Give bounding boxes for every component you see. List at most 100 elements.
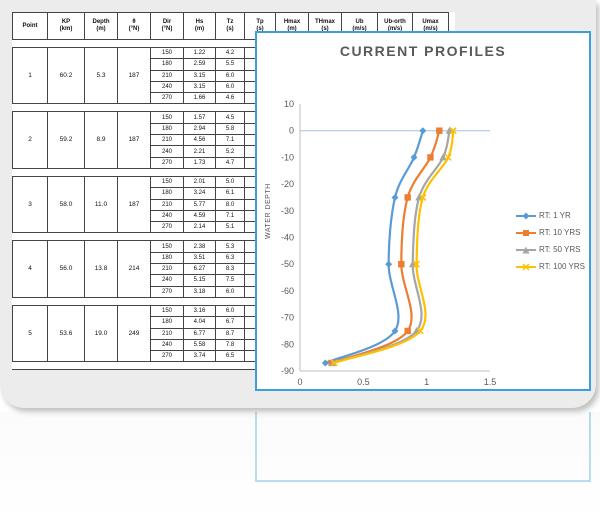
reflection-fade — [0, 412, 600, 519]
dir-cell: 240 — [150, 80, 184, 94]
dir-cell: 270 — [150, 92, 184, 105]
column-header-name: KP — [61, 19, 71, 25]
hs-cell: 5.77 — [183, 198, 216, 211]
series-point — [391, 327, 399, 335]
series-point — [398, 261, 405, 268]
column-header: KP (km) — [47, 12, 85, 40]
legend-item: RT: 10 YRS — [516, 224, 585, 241]
x-tick-label: 0 — [297, 377, 302, 387]
x-tick-label: 1 — [424, 377, 429, 387]
tz-cell: 5.0 — [215, 175, 245, 189]
y-tick-label: -50 — [281, 259, 294, 269]
hs-cell: 1.66 — [183, 92, 216, 105]
tz-cell: 6.7 — [215, 316, 245, 329]
hs-cell: 5.15 — [183, 274, 216, 287]
column-header-unit: (s) — [256, 26, 264, 32]
hs-cell: 2.21 — [183, 145, 216, 158]
column-header: Hs (m) — [183, 12, 216, 40]
dir-cell: 180 — [150, 122, 184, 136]
y-tick-label: -40 — [281, 233, 294, 243]
hs-cell: 2.38 — [183, 240, 216, 253]
legend-swatch-icon — [516, 229, 536, 236]
dir-cell: 150 — [150, 175, 184, 189]
series-point — [419, 127, 427, 135]
x-tick-label: 0.5 — [357, 377, 370, 387]
y-tick-label: -70 — [281, 313, 294, 323]
column-header-name: Dir — [162, 19, 172, 25]
legend-swatch-icon — [516, 262, 536, 271]
mirror-reflection — [0, 412, 600, 519]
legend-label: RT: 100 YRS — [539, 262, 585, 271]
y-tick-label: -20 — [281, 179, 294, 189]
theta-cell: 249 — [117, 304, 151, 363]
dir-cell: 240 — [150, 274, 184, 287]
column-header-name: Depth — [92, 19, 110, 25]
y-tick-label: -90 — [281, 366, 294, 376]
tz-cell: 6.0 — [215, 285, 245, 298]
hs-cell: 6.77 — [183, 327, 216, 340]
column-header: θ (°N) — [117, 12, 151, 40]
column-header-unit: (m/s) — [352, 26, 367, 32]
column-header-unit: (s) — [321, 26, 329, 32]
tz-cell: 4.7 — [215, 156, 245, 169]
y-tick-label: 0 — [289, 126, 294, 136]
y-tick-label: -80 — [281, 339, 294, 349]
column-header-name: THmax — [314, 19, 335, 25]
kp-cell: 53.6 — [47, 304, 85, 363]
column-header-unit: (s) — [226, 26, 234, 32]
tz-cell: 5.2 — [215, 145, 245, 158]
dir-cell: 210 — [150, 327, 184, 340]
column-header: Point — [12, 12, 48, 40]
dir-cell: 150 — [150, 46, 184, 60]
series-line — [333, 130, 455, 365]
point-cell: 2 — [12, 111, 48, 169]
dir-cell: 240 — [150, 338, 184, 352]
depth-cell: 19.0 — [84, 304, 118, 363]
depth-cell: 5.3 — [84, 46, 118, 105]
column-header-name: Hmax — [283, 19, 301, 25]
hs-cell: 3.15 — [183, 80, 216, 94]
hs-cell: 6.27 — [183, 263, 216, 276]
hs-cell: 3.74 — [183, 350, 216, 363]
point-cell: 4 — [12, 240, 48, 298]
point-cell: 3 — [12, 175, 48, 234]
dir-cell: 270 — [150, 285, 184, 298]
hs-cell: 1.22 — [183, 46, 216, 60]
series-line — [332, 130, 451, 365]
tz-cell: 7.8 — [215, 338, 245, 352]
column-header-unit: (°N) — [161, 26, 173, 32]
tz-cell: 6.0 — [215, 80, 245, 94]
series-point — [385, 260, 393, 268]
tz-cell: 4.2 — [215, 46, 245, 60]
tz-cell: 4.6 — [215, 92, 245, 105]
tz-cell: 7.1 — [215, 209, 245, 223]
series-point — [419, 193, 427, 201]
series-point — [330, 359, 338, 367]
depth-cell: 11.0 — [84, 175, 118, 234]
x-tick-label: 1.5 — [484, 377, 497, 387]
column-header-name: Tp — [256, 19, 264, 25]
dir-cell: 150 — [150, 240, 184, 253]
hs-cell: 1.73 — [183, 156, 216, 169]
column-header-name: Hs — [195, 19, 204, 25]
hs-cell: 2.59 — [183, 58, 216, 71]
series-point — [416, 327, 424, 335]
legend-item: RT: 100 YRS — [516, 258, 585, 275]
tz-cell: 6.0 — [215, 69, 245, 82]
y-tick-label: 10 — [284, 99, 294, 109]
dir-cell: 270 — [150, 156, 184, 169]
tz-cell: 7.5 — [215, 274, 245, 287]
hs-cell: 3.51 — [183, 251, 216, 265]
column-header-name: Ub — [355, 19, 364, 25]
dir-cell: 240 — [150, 209, 184, 223]
tz-cell: 7.1 — [215, 134, 245, 147]
legend-item: RT: 1 YR — [516, 207, 585, 224]
theta-cell: 187 — [117, 111, 151, 169]
column-header-unit: (m) — [287, 26, 297, 32]
dir-cell: 180 — [150, 187, 184, 200]
theta-cell: 214 — [117, 240, 151, 298]
series-point — [413, 260, 421, 268]
current-profiles-chart: CURRENT PROFILES WATER DEPTH 10 0 -10 -20 -3… — [255, 31, 591, 391]
tz-cell: 8.3 — [215, 263, 245, 276]
chart-legend: RT: 1 YR RT: 10 YRS RT: 50 YRS RT: 100 YRS — [516, 207, 585, 275]
